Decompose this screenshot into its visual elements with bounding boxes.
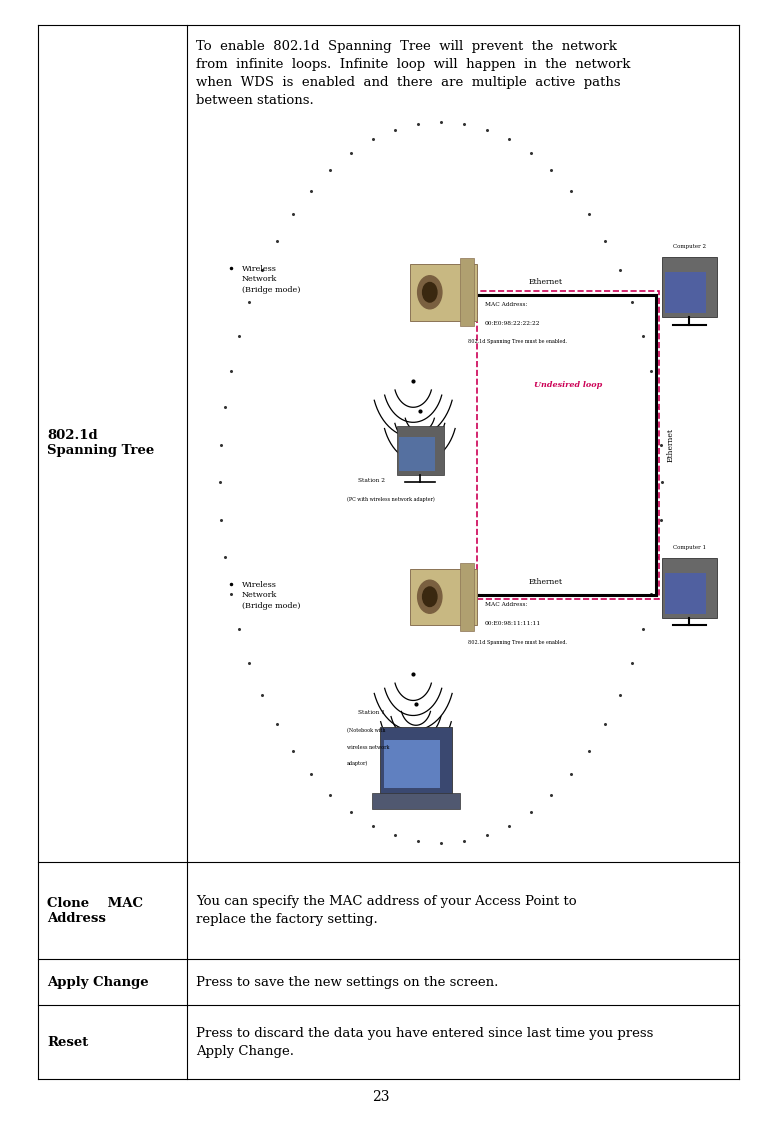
Text: Undesired loop: Undesired loop [533,380,602,388]
Text: Station 1: Station 1 [358,710,385,715]
Circle shape [423,587,437,607]
Text: Ethernet: Ethernet [529,578,563,586]
Text: Clone    MAC
Address: Clone MAC Address [47,896,143,925]
FancyBboxPatch shape [396,426,443,475]
Text: Wireless
Network
(Bridge mode): Wireless Network (Bridge mode) [242,581,300,609]
FancyBboxPatch shape [372,793,460,809]
FancyBboxPatch shape [380,727,452,794]
FancyBboxPatch shape [664,272,706,313]
FancyBboxPatch shape [460,258,474,327]
Text: To  enable  802.1d  Spanning  Tree  will  prevent  the  network
from  infinite  : To enable 802.1d Spanning Tree will prev… [196,40,630,108]
Text: Computer 2: Computer 2 [673,243,706,249]
Text: Reset: Reset [47,1036,88,1049]
Circle shape [418,580,442,614]
Text: adaptor): adaptor) [347,761,368,766]
FancyBboxPatch shape [385,739,440,789]
Circle shape [423,283,437,302]
Text: Apply Change: Apply Change [47,976,149,988]
Text: Press to save the new settings on the screen.: Press to save the new settings on the sc… [196,976,498,988]
Text: You can specify the MAC address of your Access Point to
replace the factory sett: You can specify the MAC address of your … [196,895,577,926]
Text: MAC Address:: MAC Address: [485,603,527,607]
Text: wireless network: wireless network [347,745,389,749]
Text: 23: 23 [373,1091,389,1104]
FancyBboxPatch shape [661,558,717,618]
FancyBboxPatch shape [460,563,474,631]
Text: Computer 1: Computer 1 [673,544,706,550]
FancyBboxPatch shape [411,569,477,625]
Text: 00:E0:98:11:11:11: 00:E0:98:11:11:11 [485,622,541,626]
Text: Press to discard the data you have entered since last time you press
Apply Chang: Press to discard the data you have enter… [196,1027,653,1058]
FancyBboxPatch shape [399,438,435,471]
Circle shape [418,276,442,309]
FancyBboxPatch shape [411,265,477,321]
Text: Station 2: Station 2 [358,478,385,484]
Text: 00:E0:98:22:22:22: 00:E0:98:22:22:22 [485,321,540,325]
Text: Wireless
Network
(Bridge mode): Wireless Network (Bridge mode) [242,265,300,294]
Text: MAC Address:: MAC Address: [485,302,527,306]
FancyBboxPatch shape [664,572,706,614]
Bar [477,291,659,599]
Text: (PC with wireless network adapter): (PC with wireless network adapter) [347,497,434,503]
Text: Ethernet: Ethernet [666,427,674,462]
FancyBboxPatch shape [661,257,717,318]
Text: 802.1d
Spanning Tree: 802.1d Spanning Tree [47,430,155,457]
Text: Ethernet: Ethernet [529,277,563,285]
Text: (Notebook with: (Notebook with [347,728,386,733]
Text: 802.1d Spanning Tree must be enabled.: 802.1d Spanning Tree must be enabled. [469,339,568,344]
Text: 802.1d Spanning Tree must be enabled.: 802.1d Spanning Tree must be enabled. [469,640,568,645]
